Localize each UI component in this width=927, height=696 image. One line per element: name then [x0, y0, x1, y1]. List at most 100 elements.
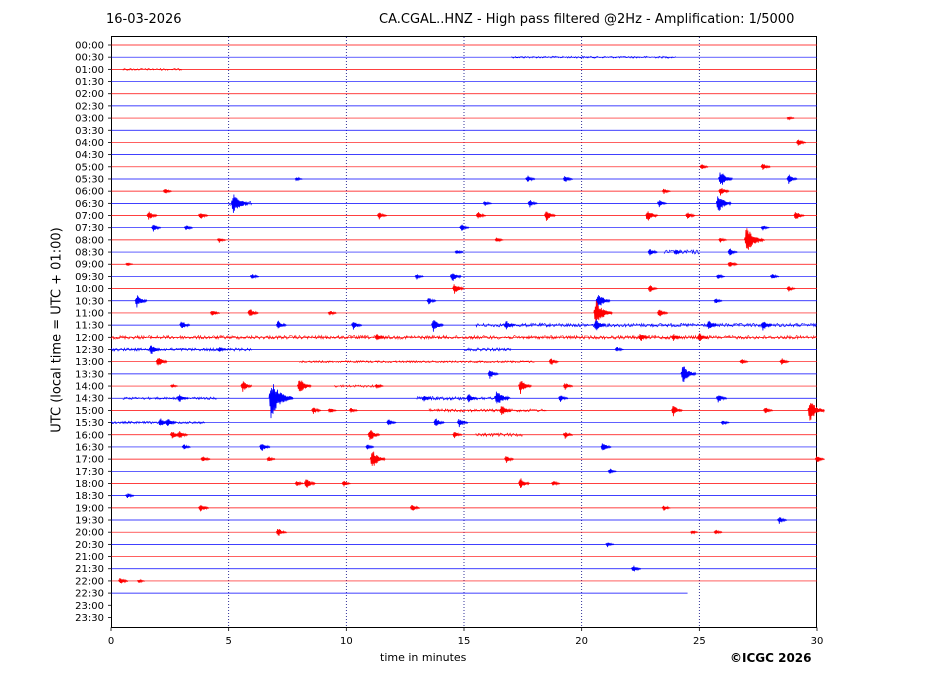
seismic-event	[661, 505, 671, 511]
y-tick-label: 14:00	[75, 382, 104, 393]
seismic-event	[183, 225, 194, 231]
seismic-event	[367, 430, 381, 441]
y-tick-label: 18:00	[75, 479, 104, 490]
seismic-event	[351, 321, 363, 330]
seismic-event	[494, 237, 504, 243]
seismic-event	[525, 175, 536, 182]
seismic-event	[718, 188, 730, 196]
noise-segment	[334, 384, 382, 388]
seismic-event	[762, 407, 774, 414]
x-axis-label: time in minutes	[380, 651, 467, 664]
seismic-event	[671, 406, 683, 417]
seismic-event	[456, 418, 469, 428]
seismic-traces	[110, 44, 825, 594]
y-tick-label: 12:30	[75, 345, 104, 356]
y-tick-label: 04:30	[75, 150, 104, 161]
grid-lines	[228, 37, 700, 627]
y-tick-label: 00:00	[75, 41, 104, 52]
seismic-event	[739, 359, 749, 364]
y-tick-label: 16:00	[75, 430, 104, 441]
copyright-label: ©ICGC 2026	[730, 651, 812, 665]
y-tick-label: 12:00	[75, 333, 104, 344]
date-label: 16-03-2026	[106, 12, 182, 27]
seismic-event	[494, 391, 510, 404]
seismic-event	[414, 274, 424, 280]
y-tick-label: 05:00	[75, 162, 104, 173]
seismic-event	[374, 383, 384, 389]
seismic-event	[706, 320, 718, 329]
y-tick-label: 11:30	[75, 321, 104, 332]
y-tick-label: 01:00	[75, 65, 104, 76]
seismic-event	[786, 286, 796, 292]
seismic-event	[148, 345, 161, 355]
y-tick-label: 23:00	[75, 601, 104, 612]
seismic-event	[327, 408, 337, 413]
seismic-event	[487, 370, 499, 379]
seismic-event	[433, 418, 445, 426]
seismic-event	[776, 517, 788, 524]
seismic-event	[614, 346, 624, 352]
seismic-event	[631, 565, 642, 572]
seismic-event	[449, 273, 462, 281]
seismic-event	[176, 431, 189, 438]
seismic-event	[348, 408, 358, 413]
y-tick-label: 03:00	[75, 114, 104, 125]
y-tick-label: 16:30	[75, 442, 104, 453]
y-tick-label: 07:30	[75, 223, 104, 234]
seismic-event	[499, 406, 512, 415]
seismic-event	[518, 478, 530, 489]
y-tick-label: 08:00	[75, 235, 104, 246]
seismic-event	[466, 394, 478, 403]
seismic-event	[475, 212, 486, 219]
y-tick-label: 08:30	[75, 248, 104, 259]
seismic-event	[268, 384, 294, 419]
seismic-event	[673, 249, 683, 255]
seismic-event	[426, 298, 437, 305]
seismic-event	[638, 334, 650, 341]
y-tick-label: 03:30	[75, 126, 104, 137]
seismic-event	[452, 432, 463, 439]
seismic-event	[718, 237, 728, 243]
y-tick-label: 06:00	[75, 187, 104, 198]
seismic-event	[544, 211, 556, 221]
noise-segment	[663, 249, 700, 256]
seismic-event	[216, 346, 227, 352]
y-tick-label: 15:30	[75, 418, 104, 429]
seismic-event	[240, 381, 253, 392]
seismic-event	[369, 451, 386, 466]
seismic-event	[727, 248, 738, 256]
y-tick-label: 05:30	[75, 174, 104, 185]
seismic-event	[690, 530, 699, 535]
seismic-event	[786, 116, 795, 121]
seismic-event	[645, 211, 658, 221]
seismic-event	[327, 311, 337, 316]
y-tick-label: 04:00	[75, 138, 104, 149]
y-tick-label: 20:30	[75, 540, 104, 551]
seismic-event	[647, 249, 658, 256]
y-tick-label: 13:30	[75, 369, 104, 380]
seismic-event	[595, 295, 611, 308]
seismic-event	[376, 212, 388, 220]
y-tick-label: 21:30	[75, 564, 104, 575]
y-tick-label: 09:30	[75, 272, 104, 283]
seismic-event	[134, 295, 148, 308]
seismic-event	[125, 262, 134, 266]
seismic-event	[661, 188, 671, 194]
seismic-event	[294, 176, 303, 182]
seismic-event	[504, 456, 515, 463]
seismic-event	[727, 261, 738, 267]
seismic-event	[266, 456, 276, 462]
seismic-event	[685, 212, 696, 219]
seismic-event	[169, 383, 178, 388]
seismic-event	[558, 395, 569, 402]
y-tick-label: 14:30	[75, 394, 104, 405]
x-tick-label: 10	[340, 636, 353, 647]
seismic-event	[452, 284, 464, 294]
seismic-event	[607, 468, 617, 474]
seismic-event	[275, 528, 287, 536]
x-tick-label: 25	[693, 636, 706, 647]
seismic-event	[562, 432, 574, 439]
seismic-event	[548, 358, 559, 365]
seismic-event	[720, 420, 730, 426]
